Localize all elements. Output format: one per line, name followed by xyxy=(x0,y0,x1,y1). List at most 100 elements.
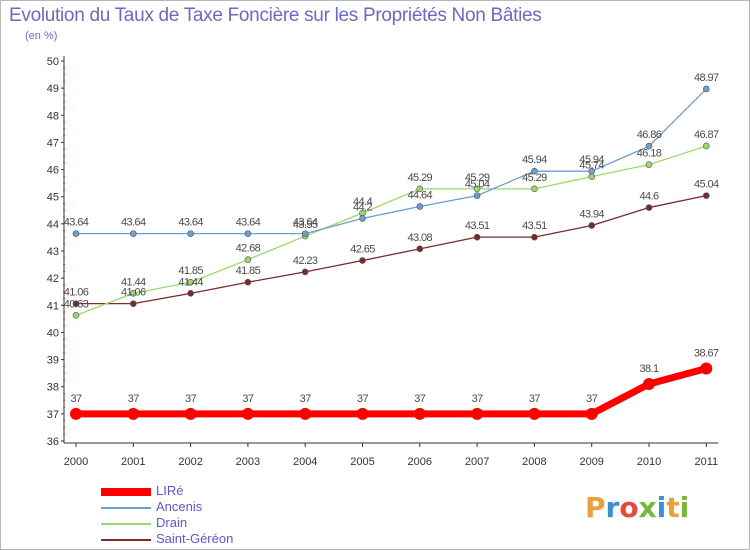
data-label-drain: 46.87 xyxy=(694,129,719,141)
data-label-drain: 41.85 xyxy=(178,265,203,277)
data-point-saint-gereon xyxy=(416,245,424,253)
data-label-ancenis: 44.64 xyxy=(408,189,433,201)
x-tick-label: 2009 xyxy=(579,456,603,468)
data-label-drain: 41.44 xyxy=(121,276,146,288)
data-point-ancenis xyxy=(359,215,366,222)
data-label-saint-gereon: 43.94 xyxy=(579,208,604,220)
data-label-lire: 37 xyxy=(586,393,598,405)
data-point-lire xyxy=(471,407,484,420)
y-tick-label: 40 xyxy=(47,327,59,339)
data-label-ancenis: 43.64 xyxy=(178,217,203,229)
y-tick-label: 44 xyxy=(47,219,59,231)
data-label-saint-gereon: 41.06 xyxy=(64,287,89,299)
x-tick-label: 2005 xyxy=(350,456,374,468)
data-point-saint-gereon xyxy=(244,278,252,286)
data-point-saint-gereon xyxy=(473,233,481,241)
data-label-ancenis: 44.2 xyxy=(353,201,372,213)
data-label-drain: 45.29 xyxy=(522,172,547,184)
x-tick-label: 2008 xyxy=(522,456,546,468)
y-tick-label: 39 xyxy=(47,355,59,367)
series-line-ancenis xyxy=(76,88,707,235)
data-point-lire xyxy=(700,362,713,375)
axes: 36 37 38 39 40 41 42 43 44 45 46 47 48 49 50 2000 2001 20… xyxy=(47,56,719,468)
data-point-lire xyxy=(241,407,254,420)
data-point-saint-gereon xyxy=(130,300,137,307)
data-labels-layer: 41.06 41.0641.4441.8542.2342.6543.0843.51… xyxy=(64,72,720,405)
data-point-lire xyxy=(127,407,140,420)
legend-swatch-drain xyxy=(101,523,151,525)
data-label-lire: 37 xyxy=(414,393,426,405)
data-label-ancenis: 43.64 xyxy=(64,217,89,229)
data-label-lire: 37 xyxy=(357,393,369,405)
data-label-drain: 46.18 xyxy=(637,148,662,160)
logo-letter: i xyxy=(679,491,690,524)
y-tick-label: 43 xyxy=(47,246,59,258)
y-tick-label: 42 xyxy=(47,273,59,285)
data-point-lire xyxy=(184,407,197,420)
y-tick-label: 41 xyxy=(47,300,59,312)
y-tick-label: 50 xyxy=(47,56,59,68)
data-point-drain xyxy=(187,278,194,286)
data-label-saint-gereon: 42.65 xyxy=(350,244,375,256)
x-tick-label: 2003 xyxy=(236,456,260,468)
data-label-saint-gereon: 42.23 xyxy=(293,255,318,267)
data-point-lire xyxy=(299,407,312,420)
x-tick-label: 2010 xyxy=(637,456,661,468)
data-point-drain xyxy=(244,256,252,263)
x-tick-label: 2000 xyxy=(64,456,88,468)
data-point-saint-gereon xyxy=(187,290,194,297)
data-label-saint-gereon: 41.06 xyxy=(121,287,146,299)
data-label-lire: 38.67 xyxy=(694,348,719,360)
data-point-drain xyxy=(588,173,596,180)
data-label-saint-gereon: 43.08 xyxy=(408,232,433,244)
data-point-ancenis xyxy=(416,203,424,210)
y-tick-label: 45 xyxy=(47,192,59,204)
legend-swatch-ancenis xyxy=(101,507,151,509)
data-point-ancenis xyxy=(531,167,538,175)
data-label-ancenis: 43.64 xyxy=(121,217,146,229)
data-point-drain xyxy=(130,290,137,297)
data-point-ancenis xyxy=(473,192,481,199)
data-point-ancenis xyxy=(130,230,137,237)
data-label-lire: 37 xyxy=(472,393,484,405)
x-tick-label: 2004 xyxy=(293,456,317,468)
proxiti-logo: Proxiti xyxy=(585,491,689,524)
data-point-drain xyxy=(416,185,424,193)
series-line-saint-gereon xyxy=(76,194,707,305)
y-tick-label: 47 xyxy=(47,137,59,149)
data-label-drain: 45.29 xyxy=(408,172,433,184)
data-label-lire: 37 xyxy=(242,393,254,405)
series-layer xyxy=(70,85,713,420)
logo-letter: P xyxy=(585,491,606,524)
chart-unit-label: (en %) xyxy=(25,30,58,42)
data-point-drain xyxy=(72,312,80,319)
data-label-drain: 42.68 xyxy=(236,243,261,255)
data-point-ancenis xyxy=(301,230,309,237)
data-label-drain: 40.63 xyxy=(64,298,89,310)
data-label-saint-gereon: 41.44 xyxy=(178,276,203,288)
data-label-saint-gereon: 43.51 xyxy=(522,220,547,232)
data-point-saint-gereon xyxy=(645,204,653,211)
data-point-drain xyxy=(702,142,710,150)
data-label-ancenis: 45.04 xyxy=(465,179,490,191)
legend-label-ancenis: Ancenis xyxy=(156,499,203,514)
x-tick-label: 2001 xyxy=(121,456,145,468)
data-point-ancenis xyxy=(702,85,710,93)
data-point-lire xyxy=(413,407,426,420)
data-point-lire xyxy=(585,407,598,420)
y-tick-label: 38 xyxy=(47,382,59,394)
data-label-ancenis: 43.64 xyxy=(236,217,261,229)
data-point-drain xyxy=(531,185,538,193)
data-point-ancenis xyxy=(187,230,194,237)
series-line-drain xyxy=(75,145,707,316)
data-label-lire: 38.1 xyxy=(639,363,658,375)
data-point-ancenis xyxy=(645,142,653,150)
chart-title: Evolution du Taux de Taxe Foncière sur l… xyxy=(9,5,542,26)
data-label-lire: 37 xyxy=(70,393,82,405)
y-tick-label: 46 xyxy=(47,165,59,177)
data-label-ancenis: 43.64 xyxy=(293,217,318,229)
data-point-saint-gereon xyxy=(702,192,710,199)
logo-letter: r xyxy=(605,491,620,524)
data-point-drain xyxy=(473,185,481,193)
